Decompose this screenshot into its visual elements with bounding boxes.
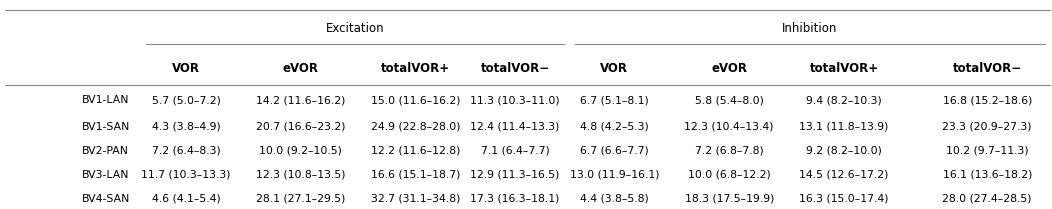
Text: 4.3 (3.8–4.9): 4.3 (3.8–4.9): [151, 122, 220, 132]
Text: totalVOR+: totalVOR+: [810, 62, 878, 75]
Text: 12.3 (10.4–13.4): 12.3 (10.4–13.4): [685, 122, 774, 132]
Text: VOR: VOR: [171, 62, 200, 75]
Text: 10.0 (9.2–10.5): 10.0 (9.2–10.5): [260, 146, 342, 156]
Text: 12.2 (11.6–12.8): 12.2 (11.6–12.8): [371, 146, 461, 156]
Text: Excitation: Excitation: [326, 22, 385, 35]
Text: eVOR: eVOR: [283, 62, 319, 75]
Text: 18.3 (17.5–19.9): 18.3 (17.5–19.9): [685, 194, 774, 204]
Text: 28.1 (27.1–29.5): 28.1 (27.1–29.5): [257, 194, 345, 204]
Text: 15.0 (11.6–16.2): 15.0 (11.6–16.2): [371, 96, 461, 106]
Text: 13.1 (11.8–13.9): 13.1 (11.8–13.9): [800, 122, 889, 132]
Text: 11.7 (10.3–13.3): 11.7 (10.3–13.3): [141, 170, 230, 180]
Text: Inhibition: Inhibition: [782, 22, 837, 35]
Text: BV1-LAN: BV1-LAN: [81, 96, 129, 106]
Text: BV3-LAN: BV3-LAN: [81, 170, 129, 180]
Text: 7.1 (6.4–7.7): 7.1 (6.4–7.7): [481, 146, 549, 156]
Text: 17.3 (16.3–18.1): 17.3 (16.3–18.1): [470, 194, 560, 204]
Text: 16.6 (15.1–18.7): 16.6 (15.1–18.7): [371, 170, 461, 180]
Text: 5.8 (5.4–8.0): 5.8 (5.4–8.0): [694, 96, 764, 106]
Text: 16.1 (13.6–18.2): 16.1 (13.6–18.2): [943, 170, 1032, 180]
Text: eVOR: eVOR: [711, 62, 747, 75]
Text: 9.2 (8.2–10.0): 9.2 (8.2–10.0): [806, 146, 882, 156]
Text: BV2-PAN: BV2-PAN: [81, 146, 128, 156]
Text: 7.2 (6.8–7.8): 7.2 (6.8–7.8): [694, 146, 764, 156]
Text: totalVOR−: totalVOR−: [953, 62, 1021, 75]
Text: 4.4 (3.8–5.8): 4.4 (3.8–5.8): [580, 194, 649, 204]
Text: 7.2 (6.4–8.3): 7.2 (6.4–8.3): [151, 146, 220, 156]
Text: 14.5 (12.6–17.2): 14.5 (12.6–17.2): [800, 170, 889, 180]
Text: 24.9 (22.8–28.0): 24.9 (22.8–28.0): [371, 122, 461, 132]
Text: 16.8 (15.2–18.6): 16.8 (15.2–18.6): [943, 96, 1032, 106]
Text: 4.6 (4.1–5.4): 4.6 (4.1–5.4): [151, 194, 220, 204]
Text: 13.0 (11.9–16.1): 13.0 (11.9–16.1): [569, 170, 659, 180]
Text: BV1-SAN: BV1-SAN: [81, 122, 129, 132]
Text: 10.2 (9.7–11.3): 10.2 (9.7–11.3): [946, 146, 1029, 156]
Text: totalVOR+: totalVOR+: [381, 62, 450, 75]
Text: 14.2 (11.6–16.2): 14.2 (11.6–16.2): [257, 96, 345, 106]
Text: 28.0 (27.4–28.5): 28.0 (27.4–28.5): [943, 194, 1032, 204]
Text: 11.3 (10.3–11.0): 11.3 (10.3–11.0): [470, 96, 560, 106]
Text: 16.3 (15.0–17.4): 16.3 (15.0–17.4): [800, 194, 889, 204]
Text: BV4-SAN: BV4-SAN: [81, 194, 129, 204]
Text: VOR: VOR: [601, 62, 628, 75]
Text: 32.7 (31.1–34.8): 32.7 (31.1–34.8): [371, 194, 461, 204]
Text: 6.7 (6.6–7.7): 6.7 (6.6–7.7): [580, 146, 649, 156]
Text: 10.0 (6.8–12.2): 10.0 (6.8–12.2): [688, 170, 770, 180]
Text: 4.8 (4.2–5.3): 4.8 (4.2–5.3): [580, 122, 649, 132]
Text: 12.4 (11.4–13.3): 12.4 (11.4–13.3): [470, 122, 560, 132]
Text: 12.3 (10.8–13.5): 12.3 (10.8–13.5): [256, 170, 346, 180]
Text: totalVOR−: totalVOR−: [481, 62, 549, 75]
Text: 6.7 (5.1–8.1): 6.7 (5.1–8.1): [580, 96, 649, 106]
Text: 5.7 (5.0–7.2): 5.7 (5.0–7.2): [151, 96, 221, 106]
Text: 23.3 (20.9–27.3): 23.3 (20.9–27.3): [943, 122, 1032, 132]
Text: 12.9 (11.3–16.5): 12.9 (11.3–16.5): [470, 170, 560, 180]
Text: 9.4 (8.2–10.3): 9.4 (8.2–10.3): [806, 96, 882, 106]
Text: 20.7 (16.6–23.2): 20.7 (16.6–23.2): [256, 122, 346, 132]
